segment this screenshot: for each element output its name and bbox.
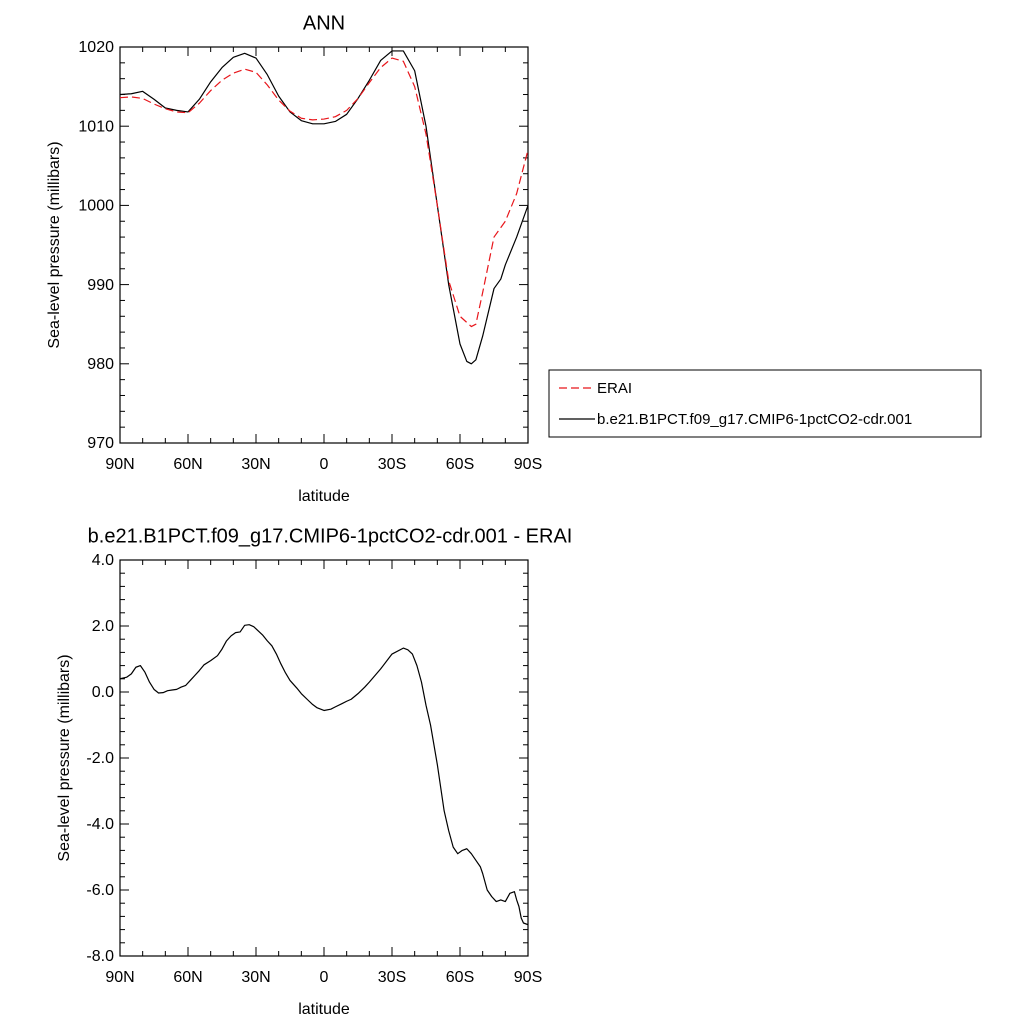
plot-frame (119, 559, 529, 957)
x-tick-label: 60S (446, 456, 474, 473)
y-tick-label: 990 (87, 277, 114, 294)
y-tick-label: 2.0 (92, 618, 114, 635)
x-tick-label: 30N (241, 456, 270, 473)
x-tick-label: 30S (378, 969, 406, 986)
y-tick-label: -8.0 (86, 948, 114, 965)
legend-label: b.e21.B1PCT.f09_g17.CMIP6-1pctCO2-cdr.00… (597, 411, 912, 428)
y-tick-label: 1020 (78, 39, 114, 56)
x-tick-label: 30N (241, 969, 270, 986)
plot-frame (119, 46, 529, 444)
x-tick-label: 60S (446, 969, 474, 986)
x-tick-label: 90S (514, 969, 542, 986)
series-line-model (120, 50, 528, 365)
y-tick-label: 0.0 (92, 684, 114, 701)
x-tick-label: 90N (105, 969, 134, 986)
chart-title: b.e21.B1PCT.f09_g17.CMIP6-1pctCO2-cdr.00… (88, 525, 573, 547)
x-tick-label: 30S (378, 456, 406, 473)
y-tick-label: 1010 (78, 118, 114, 135)
chart-2: b.e21.B1PCT.f09_g17.CMIP6-1pctCO2-cdr.00… (56, 525, 572, 1018)
x-tick-label: 0 (320, 969, 329, 986)
difference-line (120, 624, 528, 926)
y-axis-label: Sea-level pressure (millibars) (56, 654, 73, 861)
y-tick-label: -6.0 (86, 882, 114, 899)
y-tick-label: 980 (87, 356, 114, 373)
x-tick-label: 0 (320, 456, 329, 473)
x-axis-label: latitude (298, 1001, 350, 1018)
y-tick-label: 970 (87, 435, 114, 452)
x-tick-label: 60N (173, 456, 202, 473)
y-tick-label: -2.0 (86, 750, 114, 767)
x-axis-label: latitude (298, 488, 350, 505)
legend: ERAI b.e21.B1PCT.f09_g17.CMIP6-1pctCO2-cd… (548, 369, 982, 438)
y-tick-label: 4.0 (92, 552, 114, 569)
chart-1: ANN 90N 60N 30N 0 30S 60S 90S 970 980 990 1000 1010 1… (46, 12, 982, 505)
legend-box (548, 369, 982, 438)
x-tick-label: 90N (105, 456, 134, 473)
legend-label: ERAI (597, 380, 632, 397)
y-axis-label: Sea-level pressure (millibars) (46, 141, 63, 348)
series-line-erai (120, 57, 528, 328)
y-tick-label: 1000 (78, 198, 114, 215)
y-tick-label: -4.0 (86, 816, 114, 833)
chart-title: ANN (303, 12, 345, 34)
x-tick-label: 90S (514, 456, 542, 473)
x-tick-label: 60N (173, 969, 202, 986)
